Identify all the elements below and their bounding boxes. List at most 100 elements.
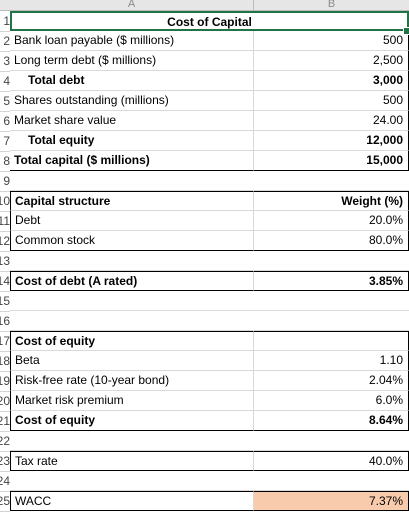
table-row: Market share value 24.00 — [10, 111, 409, 131]
cell-value[interactable]: 2,500 — [254, 51, 409, 71]
wacc-value-cell[interactable]: 7.37% — [254, 491, 409, 511]
cell-value[interactable]: 2.04% — [254, 371, 409, 391]
table-row — [10, 431, 409, 451]
row-header[interactable]: 15 — [0, 291, 10, 312]
row-header[interactable]: 7 — [0, 131, 10, 152]
cell-empty[interactable] — [10, 311, 254, 331]
row-header[interactable]: 11 — [0, 211, 10, 232]
cell-a1-title[interactable]: Cost of Capital — [10, 11, 409, 31]
row-header[interactable]: 8 — [0, 151, 10, 172]
row-header[interactable]: 22 — [0, 431, 10, 452]
cell-label[interactable]: Total capital ($ millions) — [10, 151, 254, 171]
row-header[interactable]: 14 — [0, 271, 10, 292]
cell-header[interactable]: Weight (%) — [254, 191, 409, 211]
cell-empty[interactable] — [254, 291, 409, 311]
cell-label[interactable]: Long term debt ($ millions) — [10, 51, 254, 71]
row-header[interactable]: 23 — [0, 451, 10, 472]
table-row: Total equity 12,000 — [10, 131, 409, 151]
cell-value[interactable]: 80.0% — [254, 231, 409, 251]
cell-label[interactable]: Market share value — [10, 111, 254, 131]
cell-label[interactable]: Cost of debt (A rated) — [10, 271, 254, 291]
cell-value[interactable]: 20.0% — [254, 211, 409, 231]
cell-empty[interactable] — [10, 291, 254, 311]
cell-value[interactable]: 500 — [254, 31, 409, 51]
fill-handle[interactable] — [403, 27, 409, 35]
row-header[interactable]: 2 — [0, 31, 10, 52]
row-header[interactable]: 17 — [0, 331, 10, 352]
table-row: Debt 20.0% — [10, 211, 409, 231]
row-header[interactable]: 3 — [0, 51, 10, 72]
cell-value[interactable]: 6.0% — [254, 391, 409, 411]
cell-label[interactable]: Bank loan payable ($ millions) — [10, 31, 254, 51]
table-row — [10, 291, 409, 311]
table-row: Shares outstanding (millions) 500 — [10, 91, 409, 111]
table-row: Bank loan payable ($ millions) 500 — [10, 31, 409, 51]
cell-value[interactable]: 24.00 — [254, 111, 409, 131]
table-row: Total capital ($ millions) 15,000 — [10, 151, 409, 171]
cell-value[interactable]: 12,000 — [254, 131, 409, 151]
row-header[interactable]: 24 — [0, 471, 10, 492]
cell-label[interactable]: Risk-free rate (10-year bond) — [10, 371, 254, 391]
row-header[interactable]: 12 — [0, 231, 10, 252]
cell-empty[interactable] — [254, 251, 409, 271]
cell-value[interactable]: 40.0% — [254, 451, 409, 471]
cell-label[interactable]: Market risk premium — [10, 391, 254, 411]
cell-value[interactable]: 3,000 — [254, 71, 409, 91]
cell-value[interactable]: 3.85% — [254, 271, 409, 291]
table-row: Tax rate 40.0% — [10, 451, 409, 471]
cell-label[interactable]: Total debt — [10, 71, 254, 91]
cell-label[interactable]: Shares outstanding (millions) — [10, 91, 254, 111]
row-header[interactable]: 16 — [0, 311, 10, 332]
cell-value[interactable]: 8.64% — [254, 411, 409, 431]
cell-label[interactable]: Common stock — [10, 231, 254, 251]
cell-empty[interactable] — [254, 331, 409, 351]
cell-label[interactable]: Cost of equity — [10, 411, 254, 431]
cell-label[interactable]: WACC — [10, 491, 254, 511]
cell-label[interactable]: Beta — [10, 351, 254, 371]
cell-empty[interactable] — [254, 431, 409, 451]
row-header[interactable]: 21 — [0, 411, 10, 432]
table-row: WACC 7.37% — [10, 491, 409, 511]
table-row: Cost of debt (A rated) 3.85% — [10, 271, 409, 291]
table-row: Long term debt ($ millions) 2,500 — [10, 51, 409, 71]
cell-empty[interactable] — [254, 171, 409, 191]
table-row: Risk-free rate (10-year bond) 2.04% — [10, 371, 409, 391]
cell-empty[interactable] — [254, 471, 409, 491]
cell-empty[interactable] — [10, 251, 254, 271]
column-header-a[interactable]: A — [10, 0, 254, 11]
row-header[interactable]: 10 — [0, 191, 10, 212]
row-header[interactable]: 18 — [0, 351, 10, 372]
cell-value[interactable]: 1.10 — [254, 351, 409, 371]
row-header[interactable]: 20 — [0, 391, 10, 412]
table-row: Cost of equity 8.64% — [10, 411, 409, 431]
cell-value[interactable]: 15,000 — [254, 151, 409, 171]
row-header[interactable]: 13 — [0, 251, 10, 272]
cell-empty[interactable] — [10, 471, 254, 491]
row-header[interactable]: 6 — [0, 111, 10, 132]
cell-label[interactable]: Tax rate — [10, 451, 254, 471]
row-header[interactable]: 19 — [0, 371, 10, 392]
table-row — [10, 471, 409, 491]
cell-label[interactable]: Cost of equity — [10, 331, 254, 351]
table-row: Cost of equity — [10, 331, 409, 351]
row-header[interactable]: 25 — [0, 491, 10, 512]
table-row: Capital structure Weight (%) — [10, 191, 409, 211]
cell-empty[interactable] — [10, 431, 254, 451]
table-row: Cost of Capital — [10, 11, 409, 31]
column-header-b[interactable]: B — [254, 0, 409, 11]
table-row — [10, 171, 409, 191]
row-header[interactable]: 5 — [0, 91, 10, 112]
cell-label[interactable]: Debt — [10, 211, 254, 231]
cell-value[interactable]: 500 — [254, 91, 409, 111]
cell-label[interactable]: Capital structure — [10, 191, 254, 211]
cell-empty[interactable] — [254, 311, 409, 331]
row-header[interactable]: 9 — [0, 171, 10, 192]
table-row: Market risk premium 6.0% — [10, 391, 409, 411]
table-row — [10, 251, 409, 271]
row-header[interactable]: 1 — [0, 11, 10, 32]
table-row: Beta 1.10 — [10, 351, 409, 371]
row-header[interactable]: 4 — [0, 71, 10, 92]
cell-label[interactable]: Total equity — [10, 131, 254, 151]
table-row — [10, 311, 409, 331]
cell-empty[interactable] — [10, 171, 254, 191]
